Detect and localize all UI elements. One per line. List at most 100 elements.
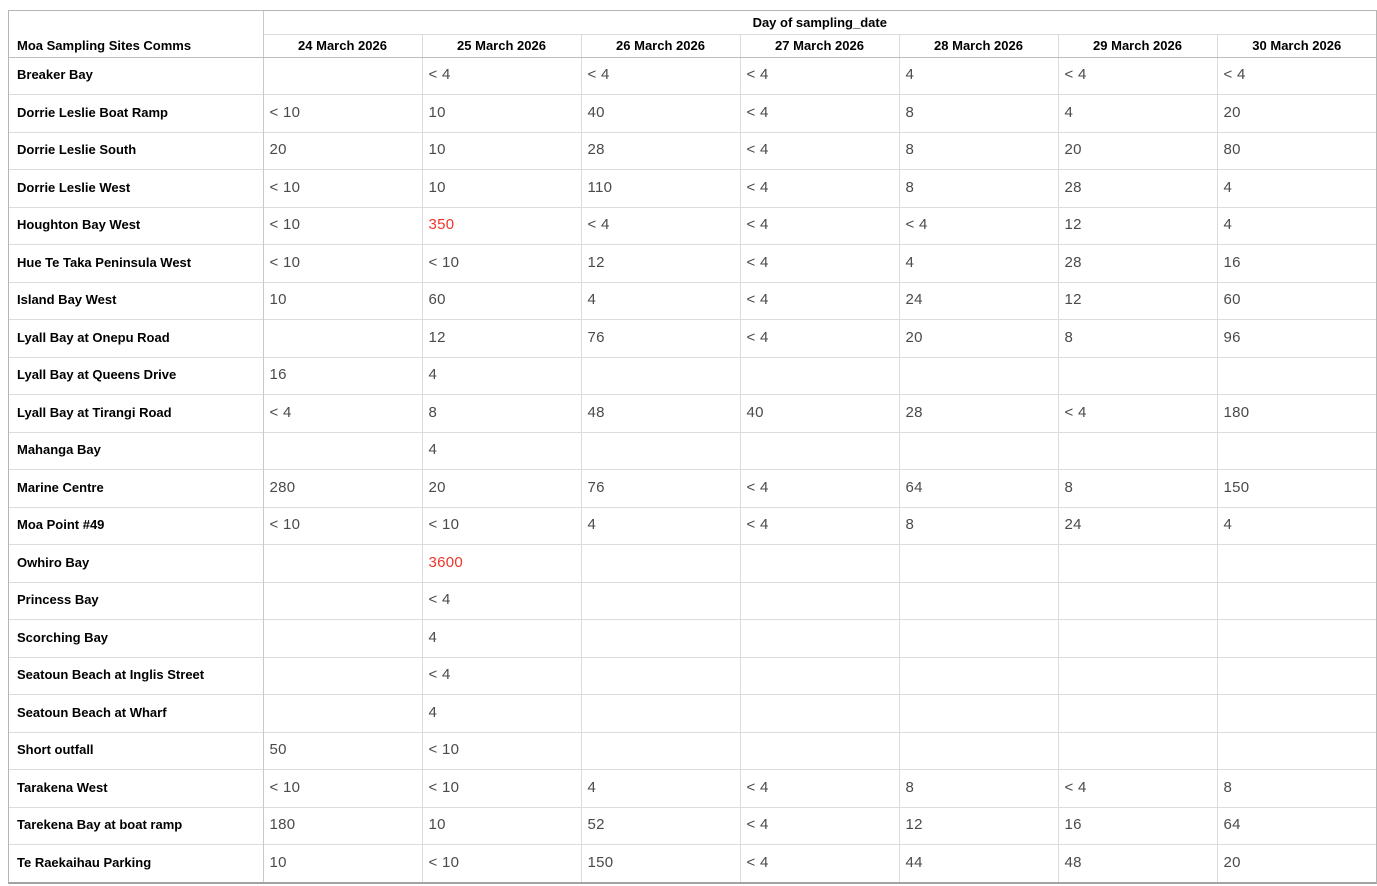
value-cell[interactable]: 4 xyxy=(1216,506,1376,545)
value-cell[interactable]: 4 xyxy=(421,356,581,395)
value-cell[interactable]: 8 xyxy=(898,94,1058,132)
value-cell[interactable]: < 4 xyxy=(739,319,899,357)
value-cell[interactable]: 4 xyxy=(1216,206,1376,245)
date-header[interactable]: 30 March 2026 xyxy=(1216,33,1376,58)
value-cell[interactable]: 28 xyxy=(580,131,740,170)
value-cell[interactable] xyxy=(1057,656,1217,695)
value-cell[interactable] xyxy=(739,694,899,732)
value-cell[interactable] xyxy=(1216,581,1376,620)
site-row-header[interactable]: Hue Te Taka Peninsula West xyxy=(9,244,264,282)
date-header[interactable]: 24 March 2026 xyxy=(263,33,422,58)
value-cell[interactable]: < 4 xyxy=(263,394,422,432)
value-cell[interactable] xyxy=(739,731,899,770)
value-cell[interactable]: 280 xyxy=(263,469,422,507)
value-cell[interactable]: < 4 xyxy=(739,94,899,132)
value-cell[interactable] xyxy=(898,694,1058,732)
value-cell[interactable]: 4 xyxy=(421,619,581,657)
value-cell[interactable]: 24 xyxy=(898,281,1058,320)
value-cell[interactable]: < 10 xyxy=(421,731,581,770)
value-cell[interactable]: 12 xyxy=(421,319,581,357)
value-cell[interactable]: 40 xyxy=(580,94,740,132)
value-cell[interactable] xyxy=(898,431,1058,470)
value-cell[interactable]: < 4 xyxy=(421,581,581,620)
value-cell[interactable]: < 4 xyxy=(1057,769,1217,807)
value-cell[interactable]: < 4 xyxy=(580,56,740,95)
value-cell[interactable]: 80 xyxy=(1216,131,1376,170)
value-cell[interactable] xyxy=(898,619,1058,657)
value-cell[interactable] xyxy=(263,544,422,582)
value-cell[interactable] xyxy=(898,544,1058,582)
value-cell[interactable]: 8 xyxy=(1057,319,1217,357)
site-row-header[interactable]: Lyall Bay at Onepu Road xyxy=(9,319,264,357)
value-cell[interactable] xyxy=(1057,619,1217,657)
value-cell[interactable]: < 4 xyxy=(1216,56,1376,95)
value-cell[interactable] xyxy=(1216,694,1376,732)
value-cell[interactable] xyxy=(580,694,740,732)
site-row-header[interactable]: Marine Centre xyxy=(9,469,264,507)
value-cell[interactable]: < 4 xyxy=(739,769,899,807)
value-cell[interactable]: 76 xyxy=(580,319,740,357)
value-cell[interactable]: 8 xyxy=(1216,769,1376,807)
value-cell[interactable]: 64 xyxy=(898,469,1058,507)
site-row-header[interactable]: Island Bay West xyxy=(9,281,264,320)
value-cell[interactable] xyxy=(580,581,740,620)
value-cell[interactable]: 8 xyxy=(421,394,581,432)
value-cell[interactable]: 60 xyxy=(1216,281,1376,320)
value-cell[interactable] xyxy=(898,656,1058,695)
value-cell[interactable]: 28 xyxy=(1057,169,1217,207)
value-cell[interactable]: 60 xyxy=(421,281,581,320)
value-cell[interactable]: < 4 xyxy=(739,206,899,245)
value-cell[interactable]: < 4 xyxy=(739,244,899,282)
value-cell[interactable] xyxy=(898,581,1058,620)
value-cell[interactable]: 24 xyxy=(1057,506,1217,545)
value-cell[interactable]: 16 xyxy=(1057,806,1217,845)
value-cell[interactable]: 150 xyxy=(580,844,740,882)
site-row-header[interactable]: Tarakena West xyxy=(9,769,264,807)
value-cell[interactable] xyxy=(1057,731,1217,770)
site-row-header[interactable]: Houghton Bay West xyxy=(9,206,264,245)
row-header-title[interactable]: Moa Sampling Sites Comms xyxy=(9,11,264,58)
value-cell[interactable] xyxy=(263,619,422,657)
value-cell[interactable]: 48 xyxy=(580,394,740,432)
value-cell[interactable] xyxy=(1057,544,1217,582)
site-row-header[interactable]: Scorching Bay xyxy=(9,619,264,657)
value-cell[interactable] xyxy=(739,656,899,695)
value-cell[interactable]: 20 xyxy=(1057,131,1217,170)
value-cell[interactable]: 96 xyxy=(1216,319,1376,357)
value-cell[interactable]: 4 xyxy=(1057,94,1217,132)
value-cell[interactable]: < 10 xyxy=(263,169,422,207)
value-cell[interactable]: 10 xyxy=(421,169,581,207)
value-cell[interactable]: < 4 xyxy=(580,206,740,245)
value-cell[interactable]: 44 xyxy=(898,844,1058,882)
site-row-header[interactable]: Dorrie Leslie Boat Ramp xyxy=(9,94,264,132)
date-header[interactable]: 28 March 2026 xyxy=(898,33,1058,58)
value-cell[interactable] xyxy=(1216,731,1376,770)
date-header[interactable]: 29 March 2026 xyxy=(1057,33,1217,58)
site-row-header[interactable]: Breaker Bay xyxy=(9,56,264,95)
value-cell[interactable]: < 4 xyxy=(739,844,899,882)
value-cell[interactable]: 28 xyxy=(1057,244,1217,282)
value-cell[interactable]: 8 xyxy=(898,769,1058,807)
value-cell[interactable]: 110 xyxy=(580,169,740,207)
value-cell[interactable]: < 4 xyxy=(1057,394,1217,432)
value-cell[interactable]: 12 xyxy=(898,806,1058,845)
value-cell[interactable]: < 4 xyxy=(739,131,899,170)
value-cell[interactable]: < 10 xyxy=(263,769,422,807)
value-cell[interactable]: 76 xyxy=(580,469,740,507)
value-cell[interactable]: < 4 xyxy=(739,806,899,845)
value-cell[interactable] xyxy=(898,731,1058,770)
value-cell[interactable]: 20 xyxy=(263,131,422,170)
site-row-header[interactable]: Dorrie Leslie South xyxy=(9,131,264,170)
value-cell[interactable]: < 4 xyxy=(739,506,899,545)
value-cell[interactable] xyxy=(580,731,740,770)
value-cell[interactable]: 8 xyxy=(1057,469,1217,507)
value-cell[interactable] xyxy=(1216,656,1376,695)
value-cell[interactable] xyxy=(263,319,422,357)
value-cell[interactable]: 180 xyxy=(1216,394,1376,432)
value-cell[interactable]: 64 xyxy=(1216,806,1376,845)
value-cell[interactable]: < 4 xyxy=(739,169,899,207)
value-cell[interactable]: 16 xyxy=(1216,244,1376,282)
value-cell[interactable]: < 4 xyxy=(739,281,899,320)
site-row-header[interactable]: Dorrie Leslie West xyxy=(9,169,264,207)
value-cell[interactable] xyxy=(580,431,740,470)
